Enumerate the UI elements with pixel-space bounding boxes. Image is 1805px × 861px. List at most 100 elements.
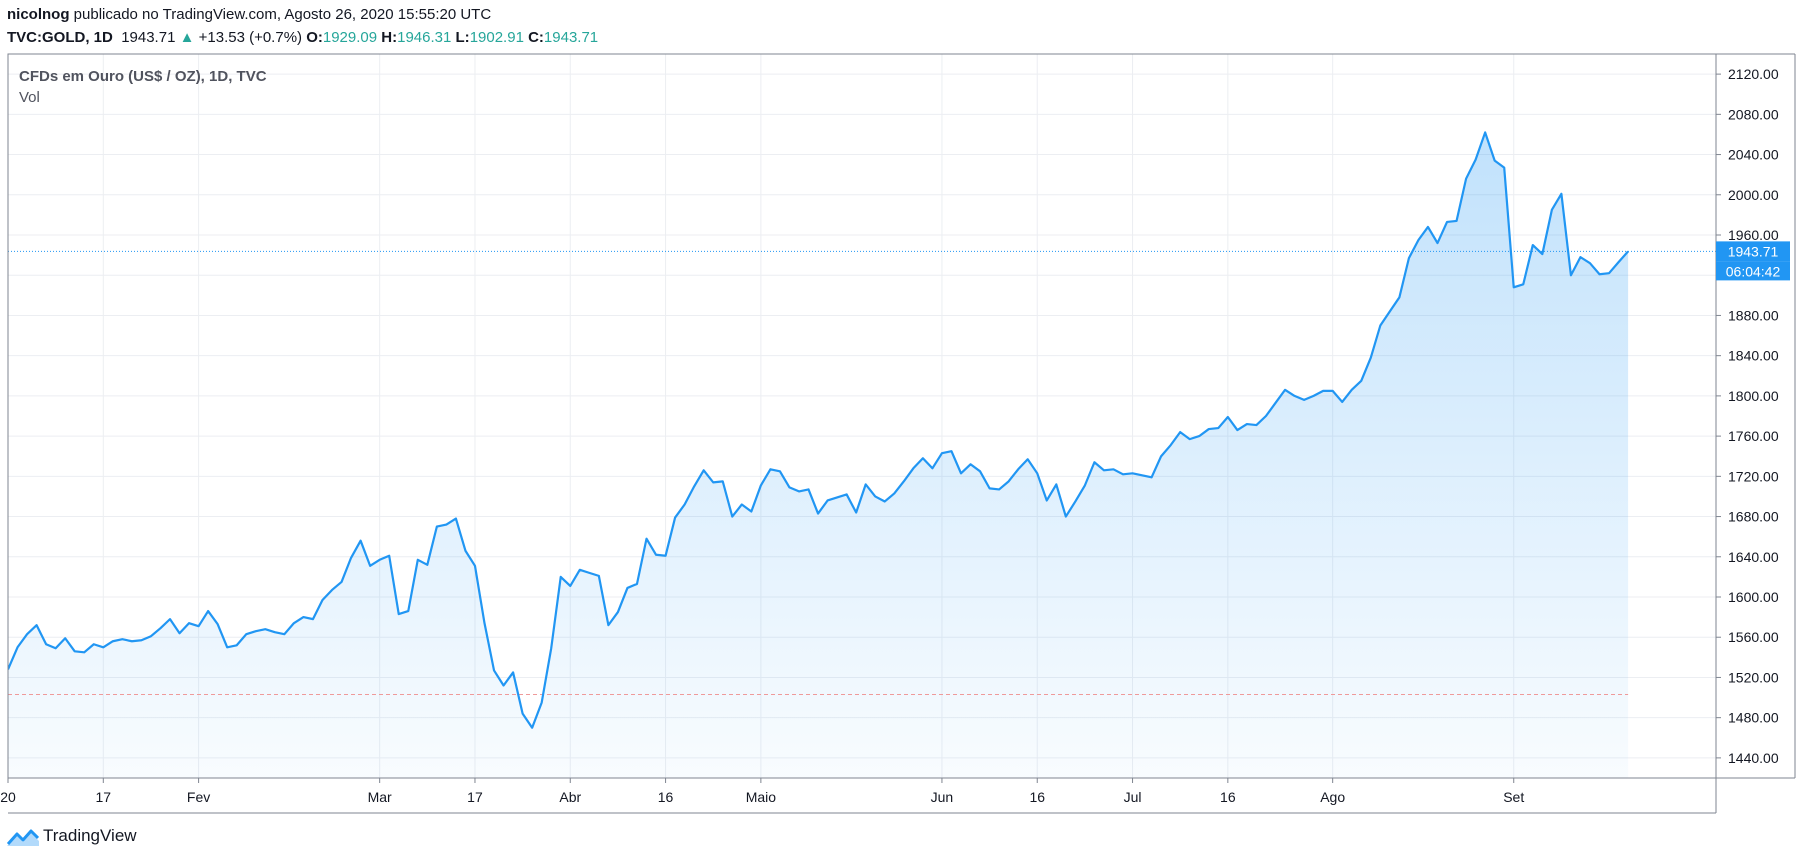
data-point (1055, 483, 1058, 486)
data-point (102, 646, 105, 649)
publisher-name[interactable]: nicolnog (7, 6, 70, 23)
x-tick-label: Jun (931, 789, 954, 805)
data-point (273, 631, 276, 634)
change-value: +13.53 (+0.7%) (198, 29, 303, 46)
data-point (416, 558, 419, 561)
plot-area (8, 131, 1716, 778)
data-point (1331, 389, 1334, 392)
data-point (1607, 272, 1610, 275)
data-point (683, 503, 686, 506)
data-point (321, 598, 324, 601)
data-point (664, 554, 667, 557)
data-point (302, 616, 305, 619)
data-point (836, 496, 839, 499)
data-point (359, 539, 362, 542)
symbol-label: TVC:GOLD, 1D (7, 29, 113, 46)
data-point (492, 669, 495, 672)
tradingview-logo[interactable]: TradingView (7, 826, 137, 846)
data-point (1121, 473, 1124, 476)
data-point (788, 486, 791, 489)
data-point (1388, 310, 1391, 313)
x-tick-label: 20 (0, 789, 16, 805)
data-point (1293, 394, 1296, 397)
data-point (712, 481, 715, 484)
y-tick-label: 1800.00 (1728, 388, 1779, 404)
data-point (702, 469, 705, 472)
data-point (283, 633, 286, 636)
data-point (540, 701, 543, 704)
open-value: 1929.09 (322, 29, 378, 46)
data-point (1617, 261, 1620, 264)
last-price-tag-label: 1943.71 (1728, 243, 1779, 259)
data-point (92, 643, 95, 646)
y-tick-label: 1600.00 (1728, 589, 1779, 605)
data-point (1417, 238, 1420, 241)
x-tick-label: Fev (187, 789, 210, 805)
data-point (349, 556, 352, 559)
x-tick-label: 17 (96, 789, 112, 805)
y-tick-label: 1640.00 (1728, 549, 1779, 565)
data-point (83, 651, 86, 654)
data-point (454, 517, 457, 520)
data-point (959, 472, 962, 475)
data-point (559, 575, 562, 578)
data-point (1474, 158, 1477, 161)
data-point (826, 499, 829, 502)
data-point (1350, 388, 1353, 391)
data-point (693, 485, 696, 488)
data-point (874, 495, 877, 498)
data-point (988, 487, 991, 490)
data-point (168, 618, 171, 621)
data-point (1341, 400, 1344, 403)
data-point (511, 671, 514, 674)
high-label: H: (381, 29, 398, 46)
data-point (111, 640, 114, 643)
publish-info: nicolnog publicado no TradingView.com, A… (7, 6, 491, 23)
data-point (1493, 159, 1496, 162)
data-point (607, 624, 610, 627)
data-point (245, 633, 248, 636)
x-tick-label: Mar (368, 789, 392, 805)
data-point (64, 637, 67, 640)
last-price-tag (1716, 241, 1790, 262)
data-point (1598, 273, 1601, 276)
data-point (931, 467, 934, 470)
data-point (645, 537, 648, 540)
time-axis[interactable]: 20 17 Fev Mar 17 Abr 16 Maio Jun 16 Jul 16 Ago Set (0, 778, 1524, 805)
data-point (25, 633, 28, 636)
y-tick-label: 1960.00 (1728, 227, 1779, 243)
data-point (969, 463, 972, 466)
x-tick-label: Ago (1320, 789, 1345, 805)
tradingview-logo-icon (7, 829, 39, 846)
data-point (1398, 296, 1401, 299)
x-tick-label: Maio (746, 789, 777, 805)
data-point (1560, 192, 1563, 195)
y-tick-label: 1760.00 (1728, 428, 1779, 444)
data-point (73, 650, 76, 653)
data-point (121, 638, 124, 641)
data-point (235, 644, 238, 647)
data-point (950, 450, 953, 453)
data-point (159, 627, 162, 630)
legend-title: CFDs em Ouro (US$ / OZ), 1D, TVC (19, 68, 267, 85)
y-tick-label: 1840.00 (1728, 348, 1779, 364)
data-point (1579, 256, 1582, 259)
y-tick-label: 2120.00 (1728, 66, 1779, 82)
y-tick-label: 1880.00 (1728, 307, 1779, 323)
data-point (1283, 388, 1286, 391)
data-point (330, 588, 333, 591)
data-point (845, 493, 848, 496)
countdown-tag-label: 06:04:42 (1726, 263, 1781, 279)
price-tags: 1943.71 06:04:42 (1716, 241, 1790, 281)
data-point (1322, 389, 1325, 392)
data-point (397, 612, 400, 615)
data-point (807, 488, 810, 491)
x-tick-label: Jul (1124, 789, 1142, 805)
price-axis[interactable]: 1440.00 1480.00 1520.00 1560.00 1600.00 1640.… (1716, 66, 1779, 766)
x-tick-label: 16 (658, 789, 674, 805)
low-value: 1902.91 (469, 29, 524, 46)
y-tick-label: 1520.00 (1728, 669, 1779, 685)
data-point (187, 622, 190, 625)
data-point (531, 726, 534, 729)
